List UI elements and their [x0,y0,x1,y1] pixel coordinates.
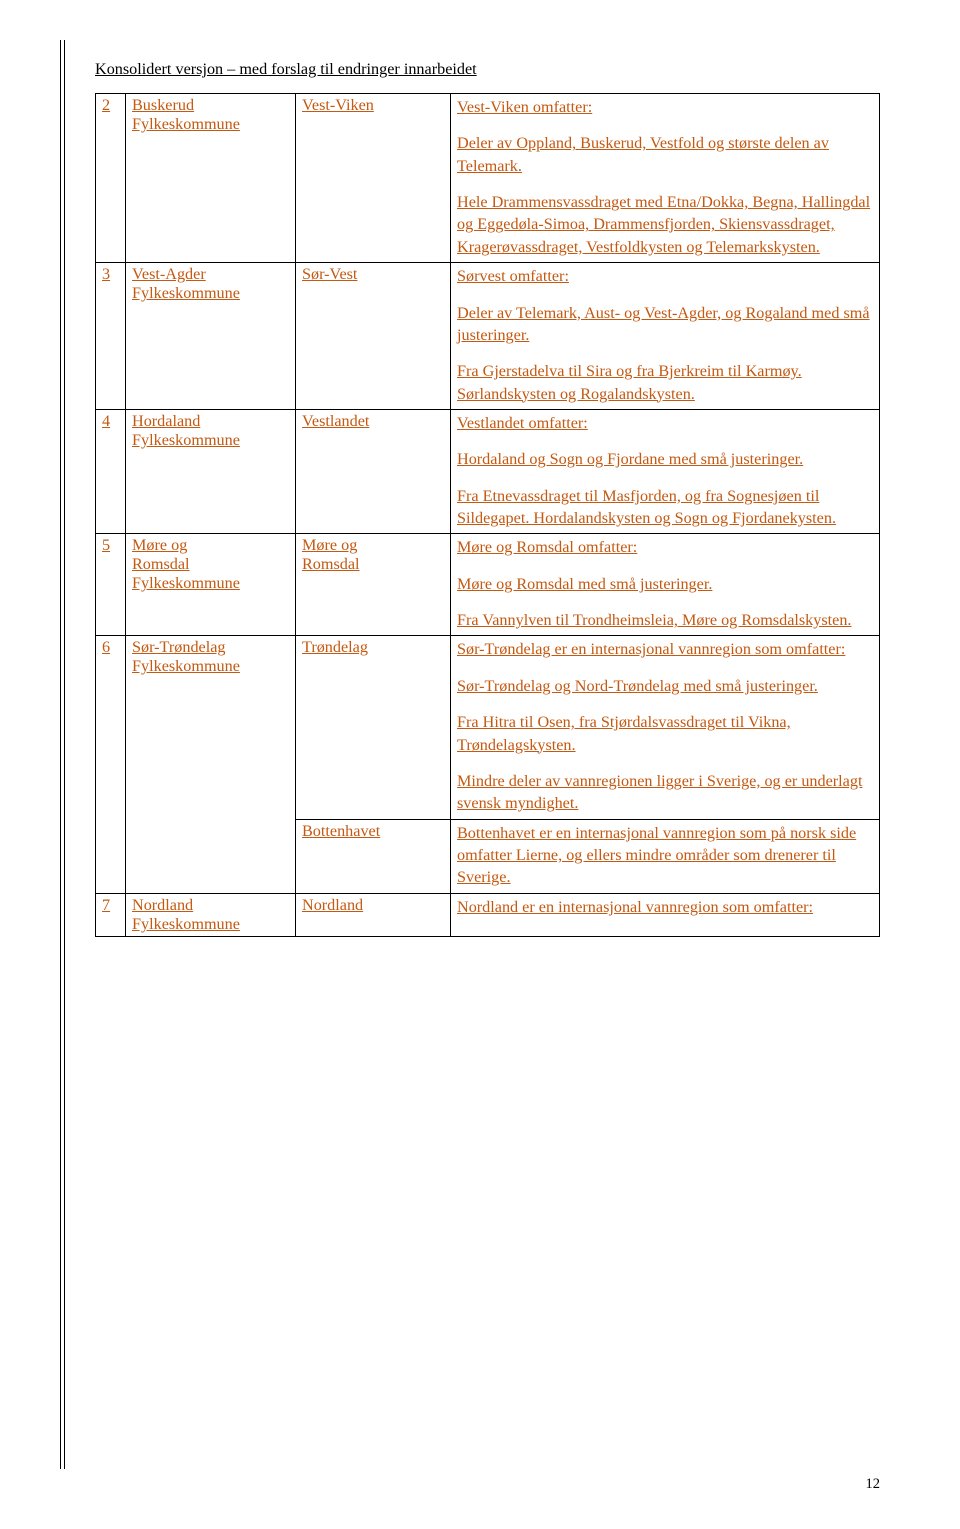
description-cell: Vest-Viken omfatter: Deler av Oppland, B… [451,94,880,263]
page-header: Konsolidert versjon – med forslag til en… [95,60,880,79]
table-row: 6 Sør-Trøndelag Fylkeskommune Trøndelag … [96,636,880,819]
description-cell: Vestlandet omfatter: Hordaland og Sogn o… [451,409,880,533]
description-cell: Sør-Trøndelag er en internasjonal vannre… [451,636,880,819]
page-number: 12 [866,1476,881,1493]
authority-cell: Sør-Trøndelag Fylkeskommune [126,636,296,893]
description-cell: Bottenhavet er en internasjonal vannregi… [451,819,880,893]
authority-cell: Vest-Agder Fylkeskommune [126,263,296,410]
region-cell: Bottenhavet [296,819,451,893]
row-number: 4 [102,412,110,430]
region-cell: Sør-Vest [296,263,451,410]
table-row: 4 Hordaland Fylkeskommune Vestlandet Ves… [96,409,880,533]
row-number: 5 [102,536,110,554]
description-cell: Nordland er en internasjonal vannregion … [451,893,880,936]
table-row: 3 Vest-Agder Fylkeskommune Sør-Vest Sørv… [96,263,880,410]
description-cell: Møre og Romsdal omfatter: Møre og Romsda… [451,534,880,636]
table-row: 5 Møre og Romsdal Fylkeskommune Møre og … [96,534,880,636]
region-cell: Nordland [296,893,451,936]
table-row: 7 Nordland Fylkeskommune Nordland Nordla… [96,893,880,936]
authority-cell: Møre og Romsdal Fylkeskommune [126,534,296,636]
change-margin-line [60,40,61,1469]
row-number: 3 [102,265,110,283]
description-cell: Sørvest omfatter: Deler av Telemark, Aus… [451,263,880,410]
row-number: 7 [102,896,110,914]
row-number: 6 [102,638,110,656]
authority-cell: Buskerud Fylkeskommune [126,94,296,263]
row-number: 2 [102,96,110,114]
authority-cell: Hordaland Fylkeskommune [126,409,296,533]
region-cell: Vestlandet [296,409,451,533]
region-cell: Vest-Viken [296,94,451,263]
authority-cell: Nordland Fylkeskommune [126,893,296,936]
region-table: 2 Buskerud Fylkeskommune Vest-Viken Vest… [95,93,880,937]
region-cell: Møre og Romsdal [296,534,451,636]
table-row: 2 Buskerud Fylkeskommune Vest-Viken Vest… [96,94,880,263]
region-cell: Trøndelag [296,636,451,819]
